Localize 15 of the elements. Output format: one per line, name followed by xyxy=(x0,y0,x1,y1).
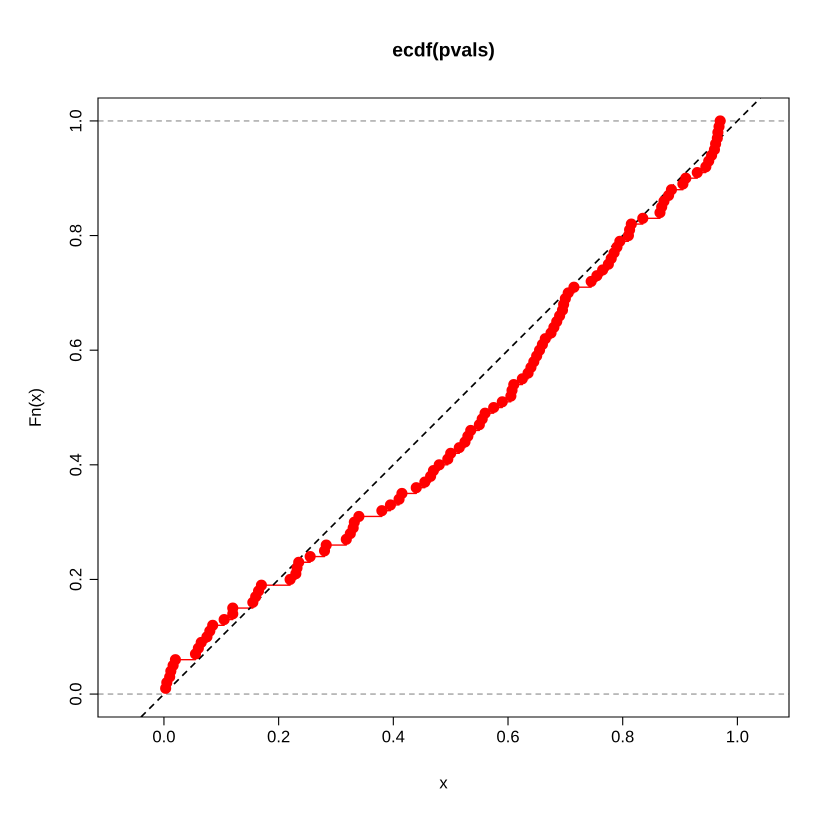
y-axis-title: Fn(x) xyxy=(28,389,44,426)
y-tick-label: 1.0 xyxy=(70,110,82,132)
x-tick-label: 0.2 xyxy=(268,730,290,742)
chart-title: ecdf(pvals) xyxy=(392,42,494,60)
y-tick-label: 0.0 xyxy=(70,683,82,706)
y-tick-label: 0.6 xyxy=(70,339,82,362)
x-tick-label: 0.0 xyxy=(153,730,175,742)
y-tick-label: 0.8 xyxy=(70,224,82,246)
x-tick-label: 0.8 xyxy=(612,730,634,742)
x-tick-label: 0.4 xyxy=(382,730,404,742)
x-axis-title: x xyxy=(440,780,448,788)
y-tick-label: 0.4 xyxy=(70,454,82,476)
x-tick-label: 0.6 xyxy=(497,730,519,742)
x-tick-label: 1.0 xyxy=(727,730,748,742)
y-tick-label: 0.2 xyxy=(70,568,82,590)
